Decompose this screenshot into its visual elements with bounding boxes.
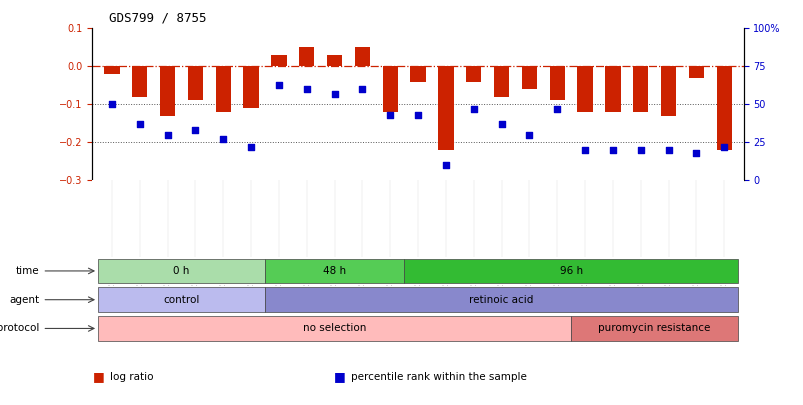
Bar [160,66,175,116]
Text: control: control [163,295,199,305]
Text: percentile rank within the sample: percentile rank within the sample [351,372,527,382]
Bar [410,66,426,81]
Point [522,131,535,138]
Bar [404,258,737,283]
Point [662,147,675,153]
Point [217,136,230,143]
Bar [632,66,647,112]
Point [439,162,452,168]
Point [550,106,563,112]
Point [689,149,702,156]
Point [328,90,340,97]
Bar [98,316,570,341]
Bar [98,287,265,312]
Bar [98,258,265,283]
Text: ■: ■ [92,370,104,383]
Bar [382,66,397,112]
Bar [299,47,314,66]
Point [161,131,173,138]
Bar [521,66,536,89]
Bar [265,287,737,312]
Bar [549,66,565,100]
Point [578,147,591,153]
Point [634,147,646,153]
Point [467,106,479,112]
Text: log ratio: log ratio [110,372,153,382]
Text: retinoic acid: retinoic acid [469,295,533,305]
Bar [243,66,259,108]
Text: ■: ■ [333,370,345,383]
Bar [188,66,203,100]
Bar [327,55,342,66]
Text: 0 h: 0 h [173,266,190,276]
Bar [104,66,120,74]
Point [105,101,118,107]
Point [356,86,369,92]
Point [411,112,424,118]
Point [244,143,257,150]
Bar [715,66,731,150]
Bar [660,66,675,116]
Text: agent: agent [10,295,39,305]
Bar [438,66,453,150]
Text: GDS799 / 8755: GDS799 / 8755 [108,11,206,24]
Point [383,112,396,118]
Text: 48 h: 48 h [323,266,346,276]
Text: 96 h: 96 h [559,266,582,276]
Text: puromycin resistance: puromycin resistance [597,324,710,333]
Text: time: time [16,266,39,276]
Point [495,121,507,127]
Text: no selection: no selection [303,324,366,333]
Bar [132,66,147,97]
Bar [577,66,592,112]
Bar [466,66,481,81]
Point [605,147,618,153]
Point [189,127,202,133]
Text: growth protocol: growth protocol [0,324,39,333]
Bar [215,66,230,112]
Point [133,121,146,127]
Point [717,143,730,150]
Bar [493,66,508,97]
Bar [271,55,286,66]
Bar [570,316,737,341]
Bar [265,258,404,283]
Point [300,86,313,92]
Bar [605,66,620,112]
Bar [354,47,369,66]
Bar [688,66,703,78]
Point [272,81,285,88]
